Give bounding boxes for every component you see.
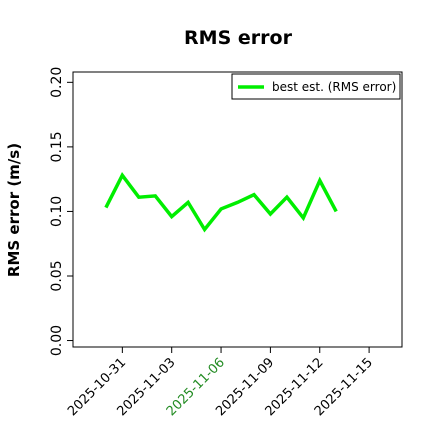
- data-line: [104, 172, 338, 233]
- y-axis-label: RMS error (m/s): [5, 143, 23, 277]
- y-tick-label: 0.10: [49, 196, 65, 227]
- y-tick-label: 0.20: [49, 67, 65, 98]
- plot-frame: [72, 71, 403, 348]
- chart-title: RMS error: [184, 27, 293, 49]
- y-tick-label: 0.00: [49, 325, 65, 356]
- y-tick-label: 0.05: [49, 260, 65, 291]
- legend-label: best est. (RMS error): [272, 80, 396, 94]
- y-tick-label: 0.15: [49, 131, 65, 162]
